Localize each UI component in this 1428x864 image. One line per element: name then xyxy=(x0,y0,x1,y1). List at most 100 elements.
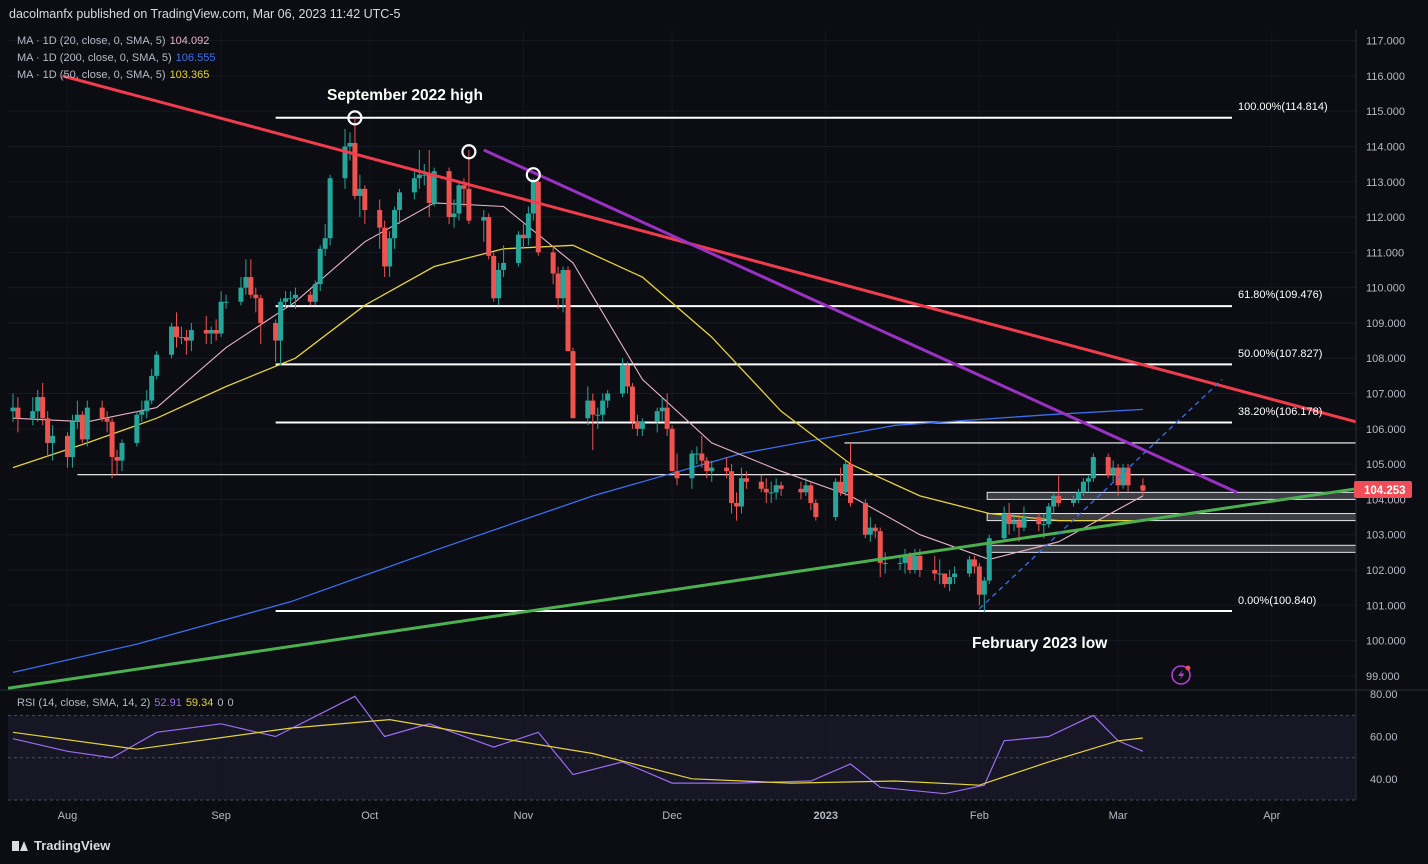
legend-ma20[interactable]: MA · 1D (20, close, 0, SMA, 5) 104.092 xyxy=(17,35,209,47)
candle-body xyxy=(342,146,348,179)
candle-body xyxy=(585,400,591,419)
candle-body xyxy=(778,485,784,489)
candle-body xyxy=(431,171,437,203)
price-tag: 104.253 xyxy=(1354,481,1412,498)
legend-ma50[interactable]: MA · 1D (50, close, 0, SMA, 5) 103.365 xyxy=(17,69,209,81)
legend-ma200-label: MA · 1D (200, close, 0, SMA, 5) xyxy=(17,52,172,64)
candle-body xyxy=(278,301,284,341)
legend-rsi-value3: 0 xyxy=(217,697,224,709)
candle-body xyxy=(515,234,521,263)
y-tick-label: 105.000 xyxy=(1366,459,1406,471)
candle-body xyxy=(917,555,923,570)
candle-body xyxy=(1115,467,1121,486)
legend-rsi[interactable]: RSI (14, close, SMA, 14, 2) 52.91 59.34 0 0 xyxy=(17,697,234,709)
legend-ma200[interactable]: MA · 1D (200, close, 0, SMA, 5) 106.555 xyxy=(17,52,215,64)
candle-body xyxy=(1110,467,1116,475)
candles xyxy=(10,118,1146,613)
y-tick-label: 100.000 xyxy=(1366,636,1406,648)
legend-ma20-value: 104.092 xyxy=(169,35,210,47)
candle-body xyxy=(208,330,214,334)
x-tick-label: Apr xyxy=(1263,810,1280,822)
dashed-trendline xyxy=(978,378,1223,610)
candle-body xyxy=(183,337,189,341)
candle-body xyxy=(912,555,918,570)
annotation-february-low: February 2023 low xyxy=(972,635,1108,652)
candle-body xyxy=(1105,457,1111,475)
candle-body xyxy=(1021,517,1027,528)
candle-body xyxy=(273,322,279,341)
candle-body xyxy=(377,210,383,228)
footer-bar xyxy=(0,832,1428,864)
legend-rsi-value2: 59.34 xyxy=(185,697,214,709)
candle-body xyxy=(605,393,611,401)
candle-body xyxy=(69,421,75,458)
candle-body xyxy=(560,270,566,299)
trendline xyxy=(7,487,1357,690)
candle-body xyxy=(848,464,853,503)
lightning-icon[interactable] xyxy=(1171,665,1191,685)
candle-body xyxy=(520,234,526,239)
candle-body xyxy=(496,270,502,299)
y-tick-label: 109.000 xyxy=(1366,318,1406,330)
y-tick-label: 114.000 xyxy=(1366,141,1405,153)
candle-body xyxy=(1041,524,1047,526)
candle-body xyxy=(600,400,606,415)
price-tag-value: 104.253 xyxy=(1364,485,1406,497)
candle-body xyxy=(243,277,249,288)
candle-body xyxy=(258,298,264,323)
candle-body xyxy=(327,178,333,239)
candle-body xyxy=(64,435,70,458)
candle-body xyxy=(74,414,80,422)
candle-body xyxy=(1090,457,1096,479)
ma50-line xyxy=(12,244,1143,522)
candle-body xyxy=(590,400,596,415)
candle-body xyxy=(530,181,536,214)
candle-body xyxy=(1071,499,1077,503)
candle-body xyxy=(188,330,194,341)
candle-body xyxy=(966,559,972,574)
legend-rsi-label: RSI (14, close, SMA, 14, 2) xyxy=(17,697,151,709)
candle-body xyxy=(411,178,417,193)
candle-body xyxy=(699,453,705,461)
candle-body xyxy=(942,573,948,585)
candle-body xyxy=(555,273,561,299)
legend-ma50-value: 103.365 xyxy=(169,69,210,81)
candle-body xyxy=(312,284,318,302)
candle-body xyxy=(872,527,878,532)
candle-body xyxy=(416,174,422,179)
rsi-tick-label: 60.00 xyxy=(1370,732,1398,744)
y-tick-label: 116.000 xyxy=(1366,71,1405,83)
rsi-line xyxy=(12,695,1144,795)
candle-body xyxy=(669,428,675,472)
tradingview-logo[interactable]: TradingView xyxy=(12,838,110,853)
candle-body xyxy=(565,270,571,352)
candle-body xyxy=(99,407,105,419)
candle-body xyxy=(223,301,229,303)
y-tick-label: 112.000 xyxy=(1366,212,1405,224)
candle-body xyxy=(867,527,873,535)
candle-body xyxy=(248,277,254,295)
fib-label-100: 100.00%(114.814) xyxy=(1238,101,1328,113)
candle-body xyxy=(292,294,298,299)
candle-body xyxy=(10,407,16,412)
candle-body xyxy=(1140,485,1146,491)
candle-body xyxy=(45,418,51,443)
candle-body xyxy=(352,142,358,196)
candle-body xyxy=(1120,467,1126,486)
rsi-panel xyxy=(12,695,1144,795)
candle-body xyxy=(902,555,908,563)
x-tick-label: Feb xyxy=(970,810,989,822)
candle-body xyxy=(654,411,660,422)
candle-body xyxy=(1125,467,1131,486)
candle-body xyxy=(897,562,903,564)
axes: 117.000 116.000 115.000 114.000 113.000 112.0… xyxy=(0,30,1428,822)
ma200-line xyxy=(12,408,1143,674)
candle-body xyxy=(456,185,462,214)
candle-body xyxy=(486,217,492,256)
candle-body xyxy=(466,188,472,221)
candle-body xyxy=(491,255,497,299)
fib-label-0: 0.00%(100.840) xyxy=(1238,595,1316,607)
candle-body xyxy=(392,210,398,239)
x-tick-label: Nov xyxy=(514,810,534,822)
